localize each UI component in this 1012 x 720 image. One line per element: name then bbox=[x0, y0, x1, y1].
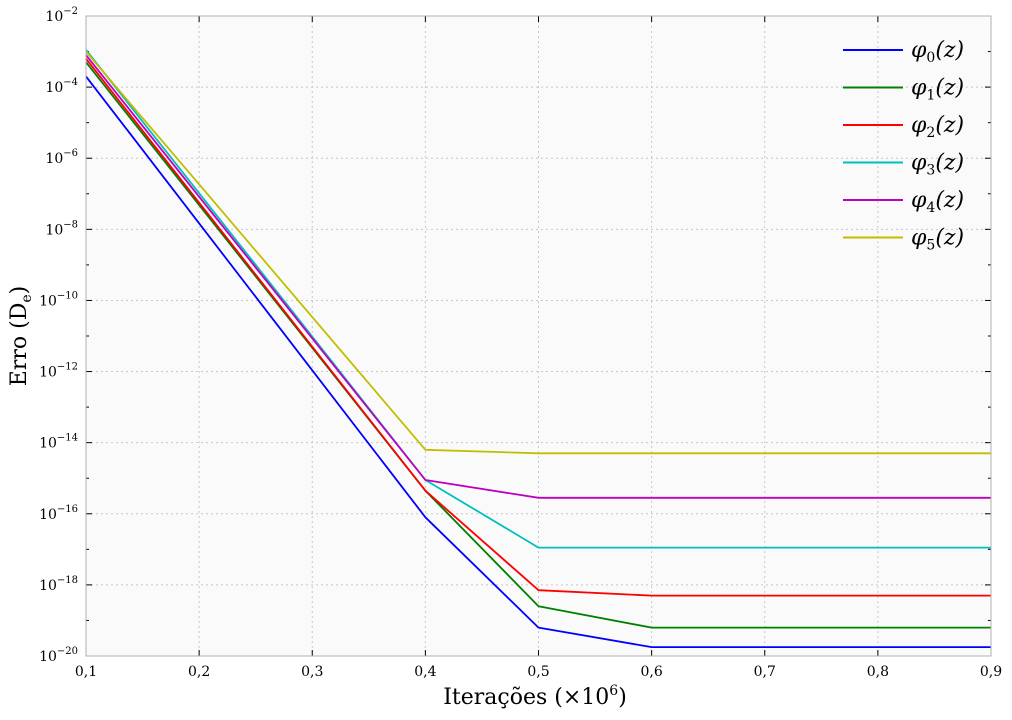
y-tick-label: 10−10 bbox=[39, 290, 78, 309]
x-tick-label: 0,2 bbox=[188, 664, 210, 680]
y-tick-label: 10−8 bbox=[45, 219, 78, 238]
y-tick-label: 10−20 bbox=[39, 646, 78, 665]
y-tick-label: 10−4 bbox=[45, 77, 78, 96]
y-tick-label: 10−16 bbox=[39, 504, 78, 523]
plot-frame bbox=[85, 15, 992, 657]
x-tick-label: 0,6 bbox=[640, 664, 662, 680]
x-tick-label: 0,9 bbox=[980, 664, 1002, 680]
series-line-2 bbox=[85, 58, 991, 597]
y-tick-label: 10−12 bbox=[39, 362, 78, 381]
x-tick-label: 0,4 bbox=[414, 664, 436, 680]
series-line-5 bbox=[85, 51, 991, 455]
legend-entry-3: φ3(z) bbox=[911, 151, 964, 179]
x-tick-label: 0,5 bbox=[527, 664, 549, 680]
series-lines bbox=[85, 49, 991, 648]
x-tick-label: 0,7 bbox=[754, 664, 776, 680]
y-tick-label: 10−18 bbox=[39, 575, 78, 594]
x-axis-label: Iterações (×106) bbox=[443, 683, 627, 710]
series-line-4 bbox=[85, 54, 991, 499]
grid-lines bbox=[86, 16, 991, 656]
legend-entry-5: φ5(z) bbox=[911, 226, 964, 254]
series-line-0 bbox=[85, 75, 991, 648]
y-tick-label: 10−2 bbox=[45, 6, 78, 25]
legend-entry-1: φ1(z) bbox=[911, 76, 964, 104]
y-tick-label: 10−14 bbox=[39, 433, 78, 452]
x-tick-label: 0,1 bbox=[75, 664, 97, 680]
x-tick-labels: 0,1 0,2 0,3 0,4 0,5 0,6 0,7 0,8 0,9 bbox=[75, 664, 1002, 680]
y-tick-labels: 10−20 10−18 10−16 10−14 10−12 10−10 10−8 10−6 10… bbox=[39, 6, 78, 665]
x-tick-label: 0,8 bbox=[867, 664, 889, 680]
legend: φ0(z) φ1(z) φ2(z) φ3(z) φ4(z) φ5(z) bbox=[843, 38, 964, 254]
legend-entry-2: φ2(z) bbox=[911, 113, 964, 141]
y-tick-label: 10−6 bbox=[45, 148, 78, 167]
legend-entry-4: φ4(z) bbox=[911, 188, 964, 216]
x-tick-label: 0,3 bbox=[301, 664, 323, 680]
legend-entry-0: φ0(z) bbox=[911, 38, 964, 66]
y-axis-label: Erro (De) bbox=[7, 286, 35, 386]
